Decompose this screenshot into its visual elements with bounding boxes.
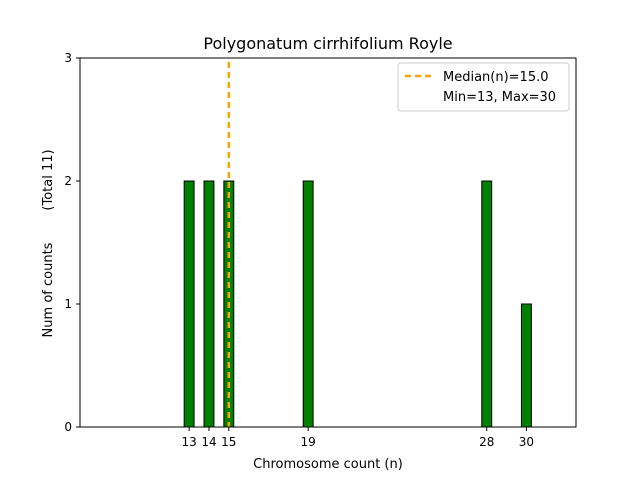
legend-median-label: Median(n)=15.0 [443, 70, 549, 85]
y-tick-label-3: 3 [64, 51, 72, 65]
bar-14 [203, 180, 215, 428]
bar-13 [183, 180, 195, 428]
x-tick-label-19: 19 [301, 435, 316, 449]
plot-frame [79, 57, 577, 428]
y-axis-label: Num of counts [41, 242, 56, 337]
chart-title: Polygonatum cirrhifolium Royle [203, 34, 452, 53]
x-tick-label-14: 14 [201, 435, 216, 449]
legend: Median(n)=15.0 Min=13, Max=30 [397, 62, 570, 112]
x-ticks: 13 14 15 19 28 30 [181, 427, 534, 449]
x-tick-label-28: 28 [479, 435, 494, 449]
y-ticks: 0 1 2 3 [64, 51, 80, 434]
y-tick-label-2: 2 [64, 174, 72, 188]
x-axis-label: Chromosome count (n) [253, 457, 403, 472]
x-tick-label-13: 13 [181, 435, 196, 449]
x-tick-label-15: 15 [221, 435, 236, 449]
bar-30 [520, 303, 532, 428]
y-axis-total-note: (Total 11) [41, 149, 56, 210]
x-tick-label-30: 30 [519, 435, 534, 449]
legend-minmax-label: Min=13, Max=30 [443, 90, 556, 105]
bar-19 [302, 180, 314, 428]
legend-box [397, 62, 570, 112]
bar-28 [481, 180, 493, 428]
y-tick-label-0: 0 [64, 420, 72, 434]
y-tick-label-1: 1 [64, 297, 72, 311]
